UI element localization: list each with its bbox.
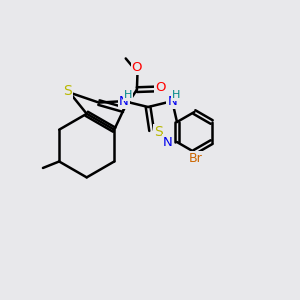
Text: O: O — [155, 81, 166, 94]
Text: H: H — [172, 90, 181, 100]
Text: N: N — [163, 136, 172, 148]
Text: N: N — [119, 94, 129, 108]
Text: O: O — [132, 61, 142, 74]
Text: S: S — [63, 84, 72, 98]
Text: H: H — [124, 90, 132, 100]
Text: S: S — [154, 125, 163, 139]
Text: Br: Br — [189, 152, 202, 165]
Text: N: N — [167, 94, 177, 108]
